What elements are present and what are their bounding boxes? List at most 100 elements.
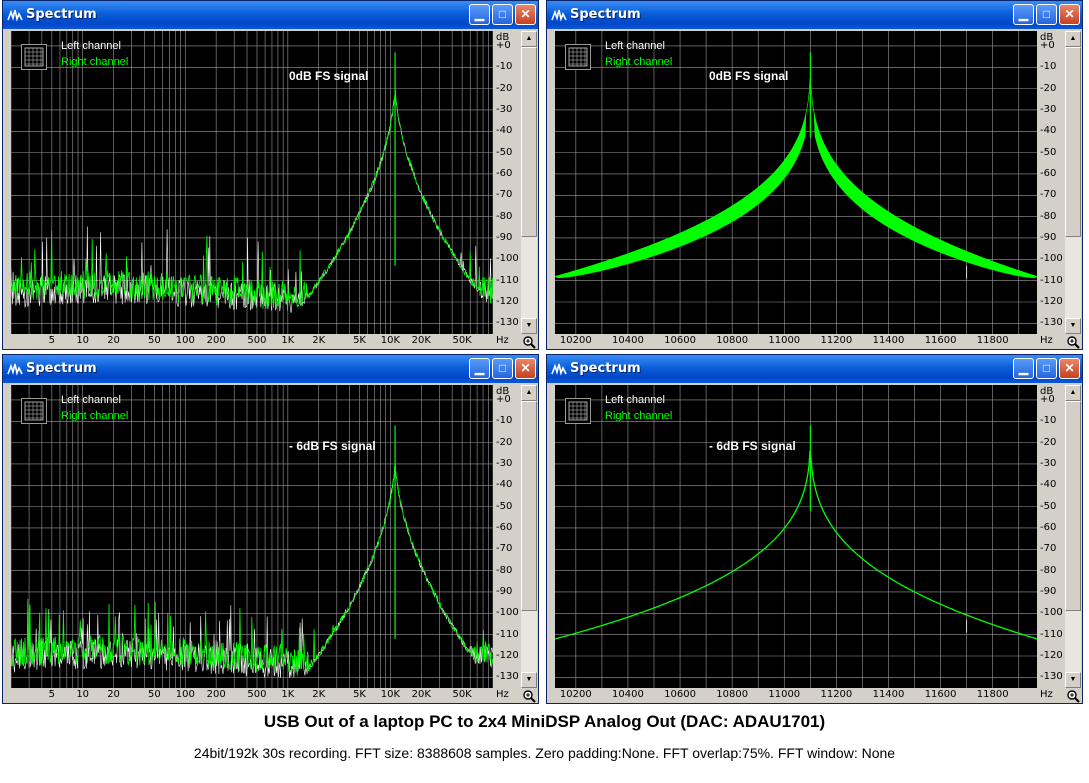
scroll-down-button[interactable]: ▼ — [521, 318, 537, 334]
vertical-scrollbar[interactable]: ▲ ▼ — [1065, 31, 1081, 334]
scroll-up-button[interactable]: ▲ — [1065, 385, 1081, 401]
minimize-button[interactable]: ▁ — [1013, 358, 1034, 379]
window-titlebar[interactable]: Spectrum ▁ □ ✕ — [547, 1, 1082, 29]
zoom-button[interactable] — [1065, 689, 1081, 703]
y-axis: dB +0 -10 -20 -30 -40 -50 -60 -70 -80 -90 -100 -110 -… — [493, 385, 519, 688]
legend-left-channel: Left channel — [605, 394, 665, 406]
x-tick-label: 5 — [48, 335, 55, 346]
maximize-button[interactable]: □ — [492, 4, 513, 25]
y-tick-label: -50 — [1040, 500, 1057, 512]
spectrum-window-bottom-right: Spectrum ▁ □ ✕ Left channel Right channel… — [546, 354, 1083, 704]
x-tick-label: 11600 — [924, 335, 957, 346]
y-tick-label: -100 — [496, 253, 519, 265]
legend-right-channel: Right channel — [605, 56, 673, 68]
zoom-icon — [523, 690, 536, 703]
y-tick-label: -80 — [496, 210, 513, 222]
y-tick-label: -60 — [1040, 521, 1057, 533]
spectrum-plot[interactable]: Left channel Right channel — [555, 385, 1037, 688]
scroll-up-button[interactable]: ▲ — [1065, 31, 1081, 47]
x-axis-unit: Hz — [1040, 335, 1053, 346]
y-tick-label: +0 — [496, 39, 511, 51]
minimize-button[interactable]: ▁ — [469, 4, 490, 25]
y-tick-label: -50 — [1040, 146, 1057, 158]
x-tick-label: 2K — [312, 689, 326, 700]
close-button[interactable]: ✕ — [1059, 358, 1080, 379]
scroll-up-button[interactable]: ▲ — [521, 385, 537, 401]
y-tick-label: -70 — [496, 189, 513, 201]
close-button[interactable]: ✕ — [515, 4, 536, 25]
y-tick-label: -40 — [496, 125, 513, 137]
vertical-scrollbar[interactable]: ▲ ▼ — [521, 31, 537, 334]
scroll-up-button[interactable]: ▲ — [521, 31, 537, 47]
window-title: Spectrum — [570, 361, 641, 376]
x-tick-label: 10K — [380, 335, 401, 346]
y-tick-label: -70 — [1040, 543, 1057, 555]
spectrum-icon — [7, 363, 23, 376]
close-button[interactable]: ✕ — [515, 358, 536, 379]
x-tick-label: 11800 — [976, 335, 1009, 346]
zoom-button[interactable] — [521, 689, 537, 703]
zoom-icon — [1067, 336, 1080, 349]
legend-right-channel: Right channel — [605, 410, 673, 422]
zoom-button[interactable] — [521, 335, 537, 349]
grid-icon[interactable] — [21, 398, 47, 424]
x-tick-label: 10400 — [612, 689, 644, 700]
spectrum-icon — [7, 9, 23, 22]
y-tick-label: -20 — [496, 82, 513, 94]
x-tick-label: 10800 — [716, 689, 749, 700]
spectrum-plot[interactable]: Left channel Right channel — [11, 31, 493, 334]
y-tick-label: -10 — [1040, 61, 1057, 73]
y-tick-label: -110 — [496, 274, 519, 286]
y-tick-label: -20 — [1040, 436, 1057, 448]
maximize-button[interactable]: □ — [492, 358, 513, 379]
legend-left-channel: Left channel — [61, 40, 121, 52]
y-tick-label: -90 — [1040, 231, 1057, 243]
legend-right-channel: Right channel — [61, 410, 129, 422]
x-tick-label: 100 — [175, 335, 195, 346]
x-tick-label: 11200 — [820, 689, 853, 700]
x-tick-label: 50K — [452, 335, 472, 346]
window-titlebar[interactable]: Spectrum ▁ □ ✕ — [3, 1, 538, 29]
vertical-scrollbar[interactable]: ▲ ▼ — [1065, 385, 1081, 688]
scroll-down-button[interactable]: ▼ — [521, 672, 537, 688]
grid-lines — [555, 31, 1037, 334]
minimize-button[interactable]: ▁ — [469, 358, 490, 379]
maximize-icon: □ — [498, 7, 507, 21]
maximize-button[interactable]: □ — [1036, 358, 1057, 379]
close-button[interactable]: ✕ — [1059, 4, 1080, 25]
grid-icon[interactable] — [565, 44, 591, 70]
y-tick-label: -90 — [1040, 585, 1057, 597]
y-tick-label: -60 — [1040, 167, 1057, 179]
scrollbar-thumb[interactable] — [521, 47, 537, 237]
zoom-button[interactable] — [1065, 335, 1081, 349]
chevron-up-icon: ▲ — [525, 35, 533, 42]
maximize-button[interactable]: □ — [1036, 4, 1057, 25]
scroll-down-button[interactable]: ▼ — [1065, 318, 1081, 334]
y-axis: dB +0 -10 -20 -30 -40 -50 -60 -70 -80 -90 -100 -110 -… — [1037, 31, 1063, 334]
y-tick-label: -110 — [1040, 628, 1063, 640]
vertical-scrollbar[interactable]: ▲ ▼ — [521, 385, 537, 688]
chevron-up-icon: ▲ — [1069, 35, 1077, 42]
close-icon: ✕ — [520, 7, 531, 21]
x-axis: 5 10 20 50 100 200 500 1K 2K 5K 10K 20K 50K — [11, 688, 493, 702]
grid-icon[interactable] — [565, 398, 591, 424]
spectrum-plot[interactable]: Left channel Right channel — [555, 31, 1037, 334]
scrollbar-thumb[interactable] — [521, 401, 537, 611]
scrollbar-thumb[interactable] — [1065, 47, 1081, 237]
series-right-channel — [11, 463, 493, 676]
spectrum-plot[interactable]: Left channel Right channel — [11, 385, 493, 688]
zoom-icon — [523, 336, 536, 349]
x-tick-label: 20 — [107, 689, 120, 700]
chevron-down-icon: ▼ — [525, 676, 533, 683]
window-titlebar[interactable]: Spectrum ▁ □ ✕ — [3, 355, 538, 383]
grid-icon[interactable] — [21, 44, 47, 70]
minimize-icon: ▁ — [474, 7, 485, 21]
x-tick-label: 11400 — [872, 335, 905, 346]
window-titlebar[interactable]: Spectrum ▁ □ ✕ — [547, 355, 1082, 383]
series-right-channel — [11, 89, 493, 311]
y-tick-label: -130 — [1040, 671, 1063, 683]
scroll-down-button[interactable]: ▼ — [1065, 672, 1081, 688]
scrollbar-thumb[interactable] — [1065, 401, 1081, 611]
close-icon: ✕ — [520, 361, 531, 375]
minimize-button[interactable]: ▁ — [1013, 4, 1034, 25]
